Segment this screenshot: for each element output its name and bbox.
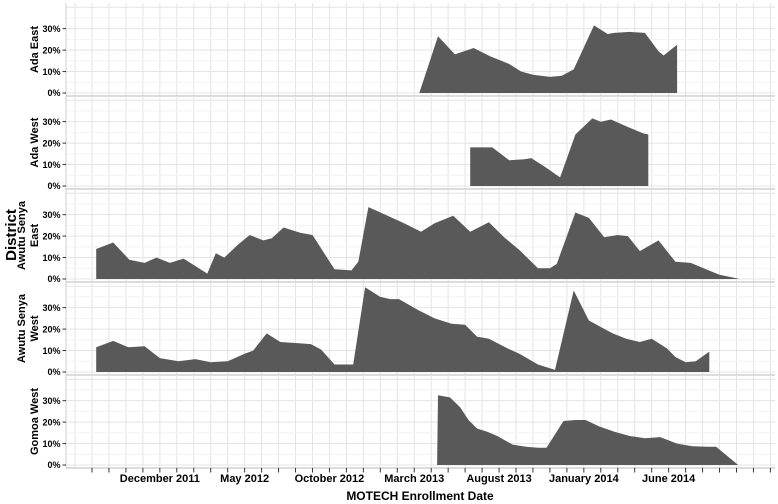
y-tick-label: 0%: [47, 274, 60, 284]
y-tick-label: 0%: [47, 367, 60, 377]
y-tick-label: 30%: [42, 210, 60, 220]
x-tick-label: June 2014: [642, 473, 696, 485]
y-tick-label: 20%: [42, 231, 60, 241]
y-tick-label: 20%: [42, 45, 60, 55]
y-tick-label: 20%: [42, 417, 60, 427]
y-tick-label: 30%: [42, 396, 60, 406]
y-tick-label: 0%: [47, 181, 60, 191]
y-tick-label: 10%: [42, 253, 60, 263]
y-tick-label: 0%: [47, 460, 60, 470]
y-tick-label: 10%: [42, 439, 60, 449]
x-tick-label: August 2013: [466, 473, 531, 485]
y-tick-label: 10%: [42, 346, 60, 356]
y-tick-label: 30%: [42, 303, 60, 313]
facet-label-ada-east: Ada East: [29, 26, 41, 73]
area-gomoa-west: [437, 395, 739, 465]
area-ada-east: [419, 25, 678, 93]
y-tick-label: 10%: [42, 160, 60, 170]
facet-label-awutu-senya-west: West: [29, 315, 41, 341]
facet-label-ada-west: Ada West: [29, 117, 41, 167]
y-tick-label: 20%: [42, 324, 60, 334]
y-tick-label: 10%: [42, 67, 60, 77]
y-tick-label: 20%: [42, 138, 60, 148]
x-tick-label: October 2012: [295, 473, 365, 485]
facet-label-awutu-senya-west: Awutu Senya: [16, 293, 28, 363]
x-axis-title: MOTECH Enrollment Date: [346, 489, 494, 503]
area-awutu-senya-east: [96, 207, 740, 279]
x-tick-label: March 2013: [384, 473, 444, 485]
x-tick-label: May 2012: [220, 473, 269, 485]
y-tick-label: 30%: [42, 24, 60, 34]
area-awutu-senya-west: [96, 287, 710, 372]
x-tick-label: January 2014: [549, 473, 620, 485]
facet-label-gomoa-west: Gomoa West: [29, 388, 41, 455]
facet-label-awutu-senya-east: Awutu Senya: [16, 200, 28, 270]
area-ada-west: [470, 118, 649, 186]
x-tick-label: December 2011: [120, 473, 200, 485]
y-axis-title: District: [3, 209, 20, 261]
y-tick-label: 0%: [47, 88, 60, 98]
y-tick-label: 30%: [42, 117, 60, 127]
facet-label-awutu-senya-east: East: [29, 224, 41, 248]
